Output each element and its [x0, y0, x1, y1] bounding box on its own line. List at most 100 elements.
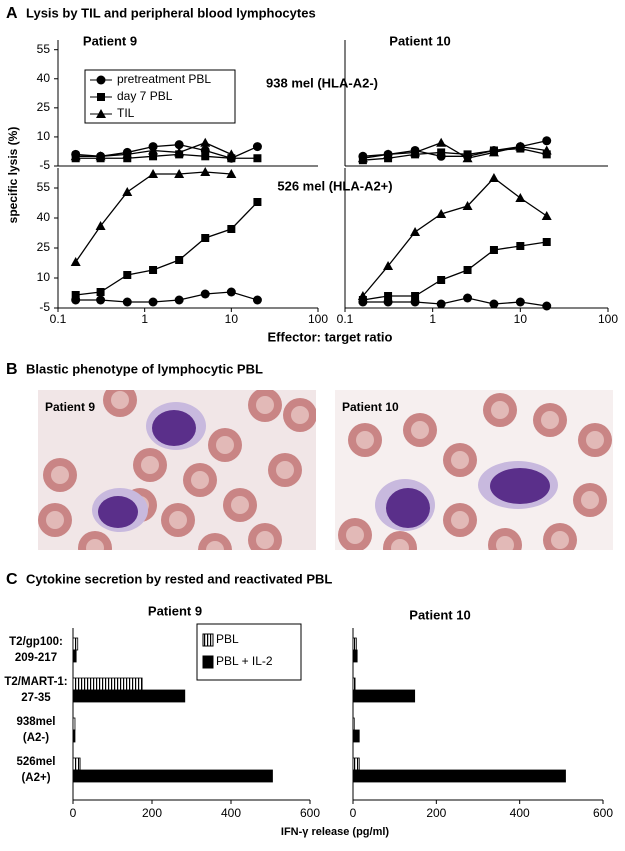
marker	[149, 152, 158, 161]
marker	[174, 140, 184, 150]
x-tick-label: 600	[593, 806, 613, 820]
marker	[516, 242, 525, 250]
image-label: Patient 10	[342, 400, 399, 414]
marker	[227, 225, 236, 233]
marker	[174, 295, 184, 305]
x-tick-label: 0.1	[337, 312, 354, 326]
marker	[462, 201, 473, 210]
bar	[72, 729, 76, 743]
bar	[72, 769, 273, 783]
bar	[352, 757, 360, 771]
y-tick-label: 40	[37, 71, 51, 85]
marker	[95, 221, 106, 230]
marker	[384, 292, 393, 300]
x-tick-label: 0	[70, 806, 77, 820]
marker	[488, 147, 499, 157]
micrograph	[38, 390, 316, 550]
data-line	[362, 241, 547, 301]
marker	[253, 154, 262, 163]
marker	[148, 297, 158, 307]
panel-title: Lysis by TIL and peripheral blood lympho…	[26, 5, 316, 20]
marker	[437, 276, 446, 284]
marker	[515, 297, 525, 307]
y-axis-label: specific lysis (%)	[6, 127, 20, 224]
legend-marker	[96, 109, 106, 118]
marker	[462, 153, 473, 163]
annotation: 938 mel (HLA-A2-)	[266, 75, 378, 90]
marker	[122, 187, 133, 196]
marker	[542, 136, 552, 146]
bar	[352, 649, 358, 663]
x-tick-label: 600	[300, 806, 320, 820]
bar	[352, 717, 355, 731]
marker	[96, 288, 105, 296]
y-tick-label: -5	[39, 300, 50, 314]
marker	[252, 142, 262, 152]
y-tick-label: 10	[37, 270, 51, 284]
x-tick-label: 400	[221, 806, 241, 820]
data-line	[75, 171, 232, 263]
marker	[201, 234, 210, 242]
legend-label: pretreatment PBL	[117, 72, 211, 86]
category-label: T2/gp100: 209-217	[9, 636, 63, 664]
marker	[226, 149, 237, 159]
category-label: 938mel (A2-)	[16, 716, 56, 744]
chart-title: Patient 9	[83, 33, 137, 48]
marker	[436, 299, 446, 309]
legend-label: TIL	[117, 106, 135, 120]
marker	[489, 246, 498, 254]
marker	[383, 149, 394, 159]
marker	[542, 238, 551, 246]
marker	[174, 169, 185, 178]
panel-letter: A	[6, 5, 18, 22]
marker	[436, 209, 447, 218]
data-line	[362, 177, 548, 297]
x-tick-label: 1	[141, 312, 148, 326]
y-tick-label: 55	[37, 42, 51, 56]
marker	[411, 292, 420, 300]
marker	[174, 147, 185, 157]
marker	[200, 289, 210, 299]
x-tick-label: 200	[426, 806, 446, 820]
data-line	[75, 201, 258, 296]
legend-box	[196, 623, 302, 681]
panel-letter: C	[6, 571, 18, 588]
legend-marker	[97, 93, 105, 101]
marker	[410, 147, 421, 157]
legend-marker	[96, 75, 106, 85]
x-axis-label: Effector: target ratio	[268, 329, 393, 344]
marker	[252, 295, 262, 305]
marker	[541, 211, 552, 220]
legend-swatch	[202, 633, 214, 647]
marker	[541, 145, 552, 155]
data-line	[362, 142, 547, 159]
category-label: 526mel (A2+)	[16, 756, 56, 784]
marker	[488, 173, 499, 182]
panel-title: Blastic phenotype of lymphocytic PBL	[26, 361, 263, 376]
marker	[201, 152, 210, 161]
marker	[226, 287, 236, 297]
marker	[149, 266, 158, 274]
marker	[122, 149, 133, 159]
marker	[122, 297, 132, 307]
bar	[352, 729, 360, 743]
marker	[515, 141, 526, 151]
legend-label: PBL	[216, 632, 239, 646]
marker	[463, 293, 473, 303]
marker	[437, 148, 446, 157]
marker	[436, 137, 447, 147]
x-tick-label: 100	[308, 312, 328, 326]
marker	[148, 169, 159, 178]
x-tick-label: 10	[225, 312, 239, 326]
panel-letter: B	[6, 361, 18, 378]
y-tick-label: -5	[39, 158, 50, 172]
x-tick-label: 10	[514, 312, 528, 326]
legend-label: day 7 PBL	[117, 89, 173, 103]
marker	[383, 261, 394, 270]
x-axis-label: IFN-γ release (pg/ml)	[281, 826, 390, 838]
marker	[175, 256, 184, 264]
marker	[70, 151, 81, 161]
marker	[489, 299, 499, 309]
